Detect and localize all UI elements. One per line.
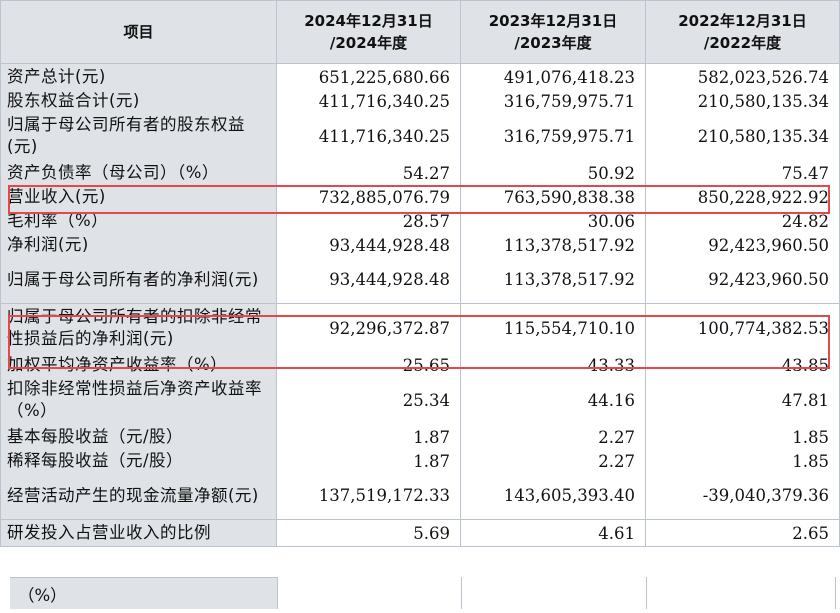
- table-row: 归属于母公司所有者的扣除非经常性损益后的净利润(元) 92,296,372.87…: [0, 304, 840, 353]
- cell-2023: 491,076,418.23: [461, 64, 646, 91]
- cell-2024: 137,519,172.33: [277, 472, 461, 520]
- row-label: 经营活动产生的现金流量净额(元): [0, 472, 277, 520]
- divider: [835, 577, 836, 609]
- cell-2024: 651,225,680.66: [277, 64, 461, 91]
- cell-2022: 1.85: [646, 424, 840, 451]
- header-item-label: 项目: [123, 23, 154, 41]
- table-row: 扣除非经常性损益后净资产收益率（%） 25.34 44.16 47.81: [0, 376, 840, 425]
- row-label: 归属于母公司所有者的扣除非经常性损益后的净利润(元): [0, 304, 277, 353]
- cell-2022: -39,040,379.36: [646, 472, 840, 520]
- cell-2024: 93,444,928.48: [277, 232, 461, 259]
- cell-2024: 411,716,340.25: [277, 112, 461, 161]
- cell-2022: 210,580,135.34: [646, 88, 840, 115]
- cell-2024: 1.87: [277, 448, 461, 475]
- cell-2023: 113,378,517.92: [461, 256, 646, 304]
- table-row: 净利润(元) 93,444,928.48 113,378,517.92 92,4…: [0, 232, 840, 259]
- row-label: 毛利率（%）: [0, 208, 277, 235]
- header-2023-year: /2023年度: [514, 34, 592, 52]
- cell-2024: 28.57: [277, 208, 461, 235]
- table-row: 基本每股收益（元/股） 1.87 2.27 1.85: [0, 424, 840, 451]
- row-label: 扣除非经常性损益后净资产收益率（%）: [0, 376, 277, 425]
- row-label: 稀释每股收益（元/股）: [0, 448, 277, 475]
- cell-2022: 75.47: [646, 160, 840, 187]
- row-label: 资产总计(元): [0, 64, 277, 91]
- row-label: 研发投入占营业收入的比例: [0, 520, 277, 547]
- cell-2022: 92,423,960.50: [646, 232, 840, 259]
- row-label: 加权平均净资产收益率（%）: [0, 352, 277, 379]
- cell-2024: 732,885,076.79: [277, 184, 461, 211]
- cell-2024: 411,716,340.25: [277, 88, 461, 115]
- row-label: 净利润(元): [0, 232, 277, 259]
- cell-2023: 30.06: [461, 208, 646, 235]
- cell-2023: 143,605,393.40: [461, 472, 646, 520]
- table-row: 归属于母公司所有者的股东权益(元) 411,716,340.25 316,759…: [0, 112, 840, 161]
- table-row: 毛利率（%） 28.57 30.06 24.82: [0, 208, 840, 235]
- header-2022-year: /2022年度: [703, 34, 782, 52]
- row-label: 归属于母公司所有者的股东权益(元): [0, 112, 277, 161]
- cell-2022: 92,423,960.50: [646, 256, 840, 304]
- table-row: 股东权益合计(元) 411,716,340.25 316,759,975.71 …: [0, 88, 840, 115]
- cell-2023: 43.33: [461, 352, 646, 379]
- row-label: 基本每股收益（元/股）: [0, 424, 277, 451]
- header-2022-date: 2022年12月31日: [678, 12, 807, 30]
- row-label: 归属于母公司所有者的净利润(元): [0, 256, 277, 304]
- cell-2023: 2.27: [461, 424, 646, 451]
- row-label: 资产负债率（母公司）（%）: [0, 160, 277, 187]
- cell-2024: 92,296,372.87: [277, 304, 461, 353]
- table-row: 营业收入(元) 732,885,076.79 763,590,838.38 85…: [0, 184, 840, 211]
- cell-2023: 113,378,517.92: [461, 232, 646, 259]
- row-label: 营业收入(元): [0, 184, 277, 211]
- cell-2022: 100,774,382.53: [646, 304, 840, 353]
- table-row: 经营活动产生的现金流量净额(元) 137,519,172.33 143,605,…: [0, 472, 840, 520]
- header-2023: 2023年12月31日 /2023年度: [461, 1, 646, 64]
- cell-2022: 210,580,135.34: [646, 112, 840, 161]
- cell-2022: 1.85: [646, 448, 840, 475]
- divider: [277, 577, 278, 609]
- cell-2023: 316,759,975.71: [461, 88, 646, 115]
- cell-2024: 25.34: [277, 376, 461, 425]
- row-label: 股东权益合计(元): [0, 88, 277, 115]
- cell-2024: 93,444,928.48: [277, 256, 461, 304]
- cell-2022: 24.82: [646, 208, 840, 235]
- table-row: 资产负债率（母公司）（%） 54.27 50.92 75.47: [0, 160, 840, 187]
- header-item: 项目: [0, 1, 277, 64]
- header-2024: 2024年12月31日 /2024年度: [277, 1, 461, 64]
- cell-2022: 47.81: [646, 376, 840, 425]
- cell-2023: 50.92: [461, 160, 646, 187]
- header-2023-date: 2023年12月31日: [488, 12, 618, 30]
- cell-2024: 5.69: [277, 520, 461, 547]
- header-2024-year: /2024年度: [329, 34, 408, 52]
- cell-2024: 54.27: [277, 160, 461, 187]
- cell-2024: 1.87: [277, 424, 461, 451]
- table-row: 归属于母公司所有者的净利润(元) 93,444,928.48 113,378,5…: [0, 256, 840, 304]
- cell-2023: 316,759,975.71: [461, 112, 646, 161]
- table-row: 研发投入占营业收入的比例 5.69 4.61 2.65: [0, 520, 840, 547]
- header-2022: 2022年12月31日 /2022年度: [646, 1, 840, 64]
- divider: [646, 577, 647, 609]
- divider: [461, 577, 462, 609]
- cell-2023: 2.27: [461, 448, 646, 475]
- header-2024-date: 2024年12月31日: [304, 12, 433, 30]
- table-row: 加权平均净资产收益率（%） 25.65 43.33 43.85: [0, 352, 840, 379]
- financial-indicators-table: 项目 2024年12月31日 /2024年度 2023年12月31日 /2023…: [0, 0, 840, 547]
- table-row: 资产总计(元) 651,225,680.66 491,076,418.23 58…: [0, 64, 840, 91]
- cell-2023: 4.61: [461, 520, 646, 547]
- cell-2022: 43.85: [646, 352, 840, 379]
- continued-row-fragment: （%）: [0, 577, 840, 609]
- cell-2024: 25.65: [277, 352, 461, 379]
- cell-2023: 763,590,838.38: [461, 184, 646, 211]
- cell-2022: 2.65: [646, 520, 840, 547]
- continued-label: （%）: [10, 577, 277, 609]
- cell-2023: 44.16: [461, 376, 646, 425]
- cell-2023: 115,554,710.10: [461, 304, 646, 353]
- table-header: 项目 2024年12月31日 /2024年度 2023年12月31日 /2023…: [0, 0, 840, 64]
- cell-2022: 850,228,922.92: [646, 184, 840, 211]
- cell-2022: 582,023,526.74: [646, 64, 840, 91]
- table-row: 稀释每股收益（元/股） 1.87 2.27 1.85: [0, 448, 840, 475]
